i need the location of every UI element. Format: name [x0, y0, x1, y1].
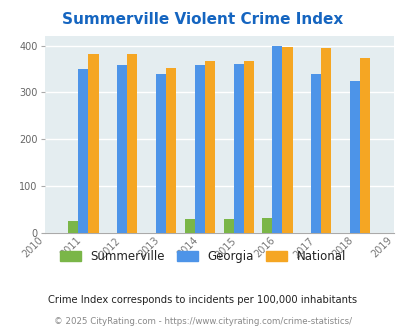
Bar: [310, 74, 320, 233]
Text: Crime Index corresponds to incidents per 100,000 inhabitants: Crime Index corresponds to incidents per…: [48, 295, 357, 305]
Bar: [184, 218, 194, 233]
Bar: [205, 61, 214, 233]
Bar: [223, 218, 233, 233]
Bar: [88, 53, 98, 233]
Bar: [320, 49, 330, 233]
Bar: [166, 68, 176, 233]
Bar: [233, 64, 243, 233]
Bar: [127, 54, 137, 233]
Bar: [68, 221, 78, 233]
Bar: [156, 74, 166, 233]
Bar: [117, 65, 127, 233]
Bar: [243, 61, 253, 233]
Legend: Summerville, Georgia, National: Summerville, Georgia, National: [60, 250, 345, 263]
Bar: [282, 47, 292, 233]
Text: Summerville Violent Crime Index: Summerville Violent Crime Index: [62, 12, 343, 26]
Bar: [349, 81, 359, 233]
Bar: [359, 58, 369, 233]
Bar: [194, 65, 205, 233]
Text: © 2025 CityRating.com - https://www.cityrating.com/crime-statistics/: © 2025 CityRating.com - https://www.city…: [54, 317, 351, 326]
Bar: [272, 46, 282, 233]
Bar: [262, 218, 272, 233]
Bar: [78, 69, 88, 233]
